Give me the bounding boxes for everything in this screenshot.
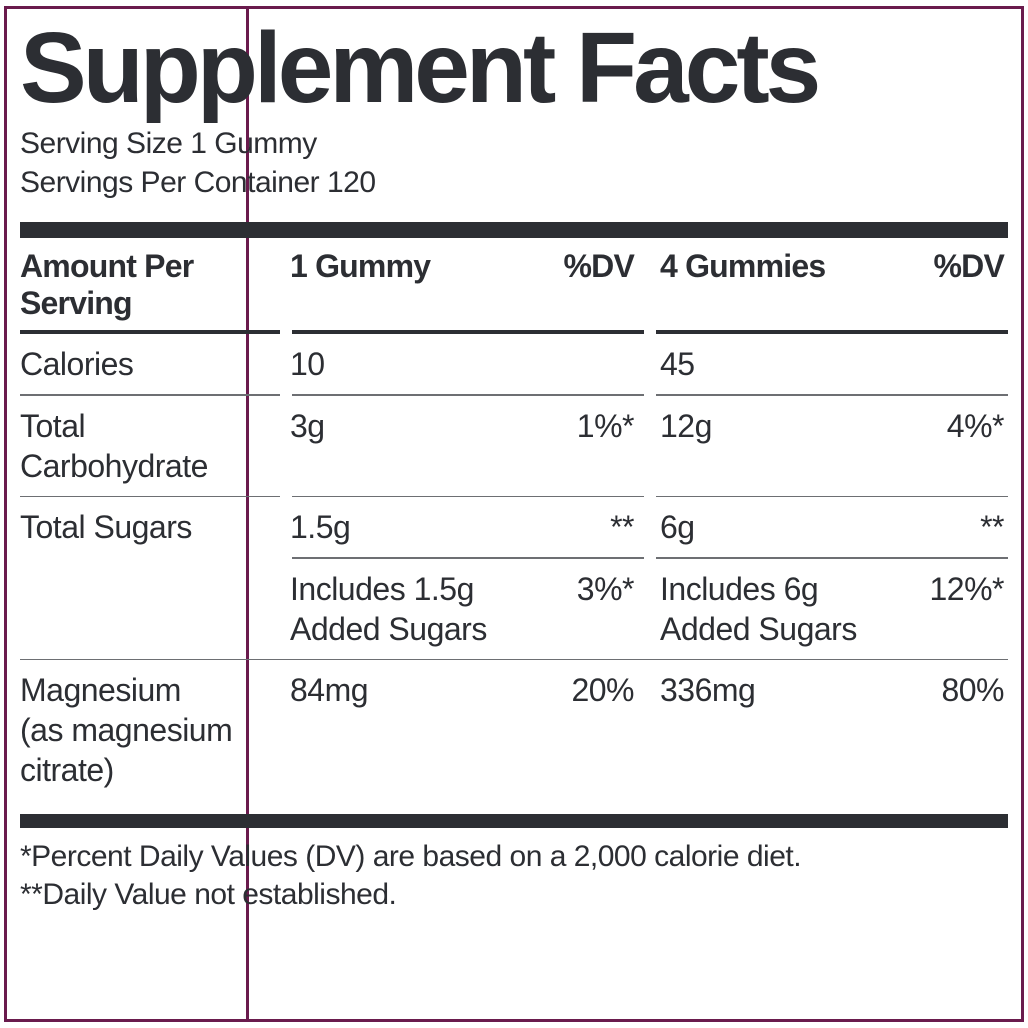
- row-c1-amt: Includes 1.5g Added Sugars: [280, 559, 523, 659]
- row-c1-amt: 3g: [280, 396, 523, 496]
- row-c2-dv: **: [893, 497, 1008, 557]
- row-label: Calories: [20, 334, 280, 394]
- row-label: [20, 559, 280, 659]
- serving-size: Serving Size 1 Gummy: [20, 124, 1008, 163]
- row-c2-amt: 12g: [650, 396, 893, 496]
- header-col2-dv: %DV: [893, 248, 1008, 330]
- row-label-sub: (as magnesium citrate): [20, 712, 232, 788]
- row-c1-dv: 3%*: [523, 559, 638, 659]
- footnote-2: **Daily Value not established.: [20, 876, 1008, 914]
- row-label: Total Sugars: [20, 497, 280, 557]
- header-col1-amount: 1 Gummy: [280, 248, 523, 330]
- thick-rule-top: [20, 222, 1008, 238]
- footnote-1: *Percent Daily Values (DV) are based on …: [20, 838, 1008, 876]
- row-c1-dv: 1%*: [523, 396, 638, 496]
- row-c2-dv: [893, 334, 1008, 394]
- header-col1-dv: %DV: [523, 248, 638, 330]
- header-col2-amount: 4 Gummies: [650, 248, 893, 330]
- row-label: Magnesium (as magnesium citrate): [20, 660, 280, 800]
- row-c2-amt: Includes 6g Added Sugars: [650, 559, 893, 659]
- header-label: Amount Per Serving: [20, 248, 280, 330]
- thick-rule-bottom: [20, 814, 1008, 828]
- footnotes: *Percent Daily Values (DV) are based on …: [20, 834, 1008, 913]
- row-c2-amt: 336mg: [650, 660, 893, 800]
- supplement-facts-panel: Supplement Facts Serving Size 1 Gummy Se…: [20, 18, 1008, 1010]
- row-c1-dv: 20%: [523, 660, 638, 800]
- table-row: Includes 1.5g Added Sugars 3%* Includes …: [20, 559, 1008, 659]
- row-c1-amt: 10: [280, 334, 523, 394]
- panel-title: Supplement Facts: [20, 18, 1008, 118]
- row-c1-dv: **: [523, 497, 638, 557]
- row-c2-dv: 12%*: [893, 559, 1008, 659]
- row-c2-dv: 4%*: [893, 396, 1008, 496]
- table-row: Total Sugars 1.5g ** 6g **: [20, 497, 1008, 557]
- table-row: Total Carbohydrate 3g 1%* 12g 4%*: [20, 396, 1008, 496]
- row-c1-amt: 1.5g: [280, 497, 523, 557]
- table-row: Calories 10 45: [20, 334, 1008, 394]
- row-c1-amt: 84mg: [280, 660, 523, 800]
- servings-per-container: Servings Per Container 120: [20, 163, 1008, 202]
- row-c1-dv: [523, 334, 638, 394]
- row-c2-amt: 45: [650, 334, 893, 394]
- table-row: Magnesium (as magnesium citrate) 84mg 20…: [20, 660, 1008, 800]
- row-c2-dv: 80%: [893, 660, 1008, 800]
- header-row: Amount Per Serving 1 Gummy %DV 4 Gummies…: [20, 248, 1008, 330]
- row-c2-amt: 6g: [650, 497, 893, 557]
- row-label: Total Carbohydrate: [20, 396, 280, 496]
- row-label-main: Magnesium: [20, 672, 181, 708]
